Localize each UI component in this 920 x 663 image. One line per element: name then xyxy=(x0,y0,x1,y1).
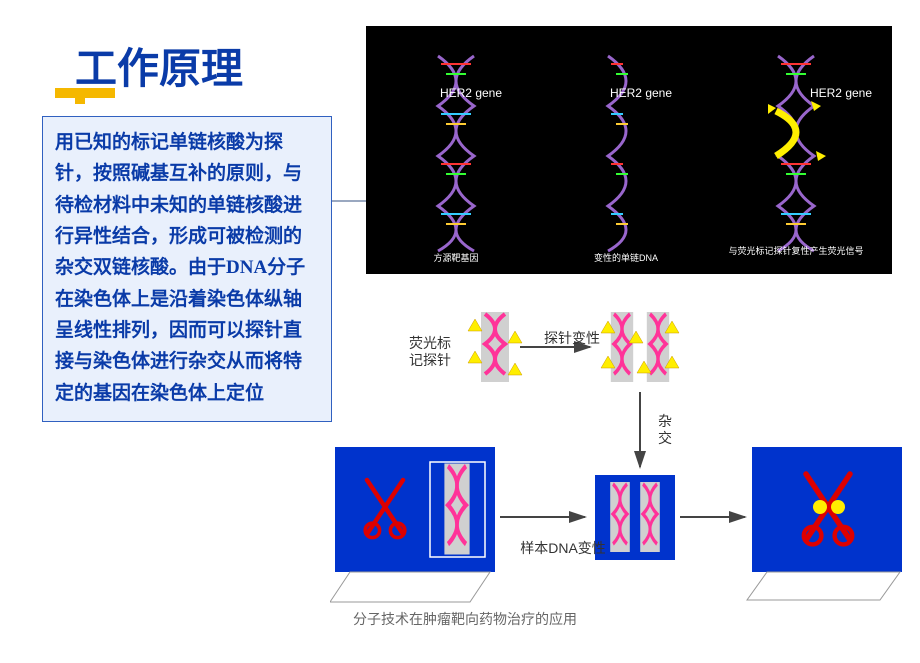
title-wrap: 工作原理 xyxy=(75,35,243,96)
label-denature-sample: 样本DNA变性 xyxy=(513,540,613,557)
label-denature-probe: 探针变性 xyxy=(532,330,612,347)
label-probe: 荧光标 记探针 xyxy=(400,335,460,369)
page-title: 工作原理 xyxy=(75,35,243,96)
her2-label-2: HER2 gene xyxy=(596,86,686,100)
description-text: 用已知的标记单链核酸为探针，按照碱基互补的原则，与待检材料中未知的单链核酸进行异… xyxy=(55,132,305,404)
her2-figure: HER2 gene HER2 gene HER2 gene 方源靶基因 变性的单… xyxy=(366,26,892,274)
description-box: 用已知的标记单链核酸为探针，按照碱基互补的原则，与待检材料中未知的单链核酸进行异… xyxy=(42,116,332,422)
her2-cap-1: 方源靶基因 xyxy=(381,251,531,264)
connector-line xyxy=(332,200,367,202)
footer-caption: 分子技术在肿瘤靶向药物治疗的应用 xyxy=(330,610,600,628)
her2-label-1: HER2 gene xyxy=(426,86,516,100)
her2-cap-3: 与荧光标记探针复性产生荧光信号 xyxy=(721,244,871,257)
her2-svg xyxy=(366,26,892,274)
label-hybrid: 杂 交 xyxy=(655,413,675,447)
her2-cap-2: 变性的单链DNA xyxy=(551,251,701,264)
her2-label-3: HER2 gene xyxy=(796,86,886,100)
